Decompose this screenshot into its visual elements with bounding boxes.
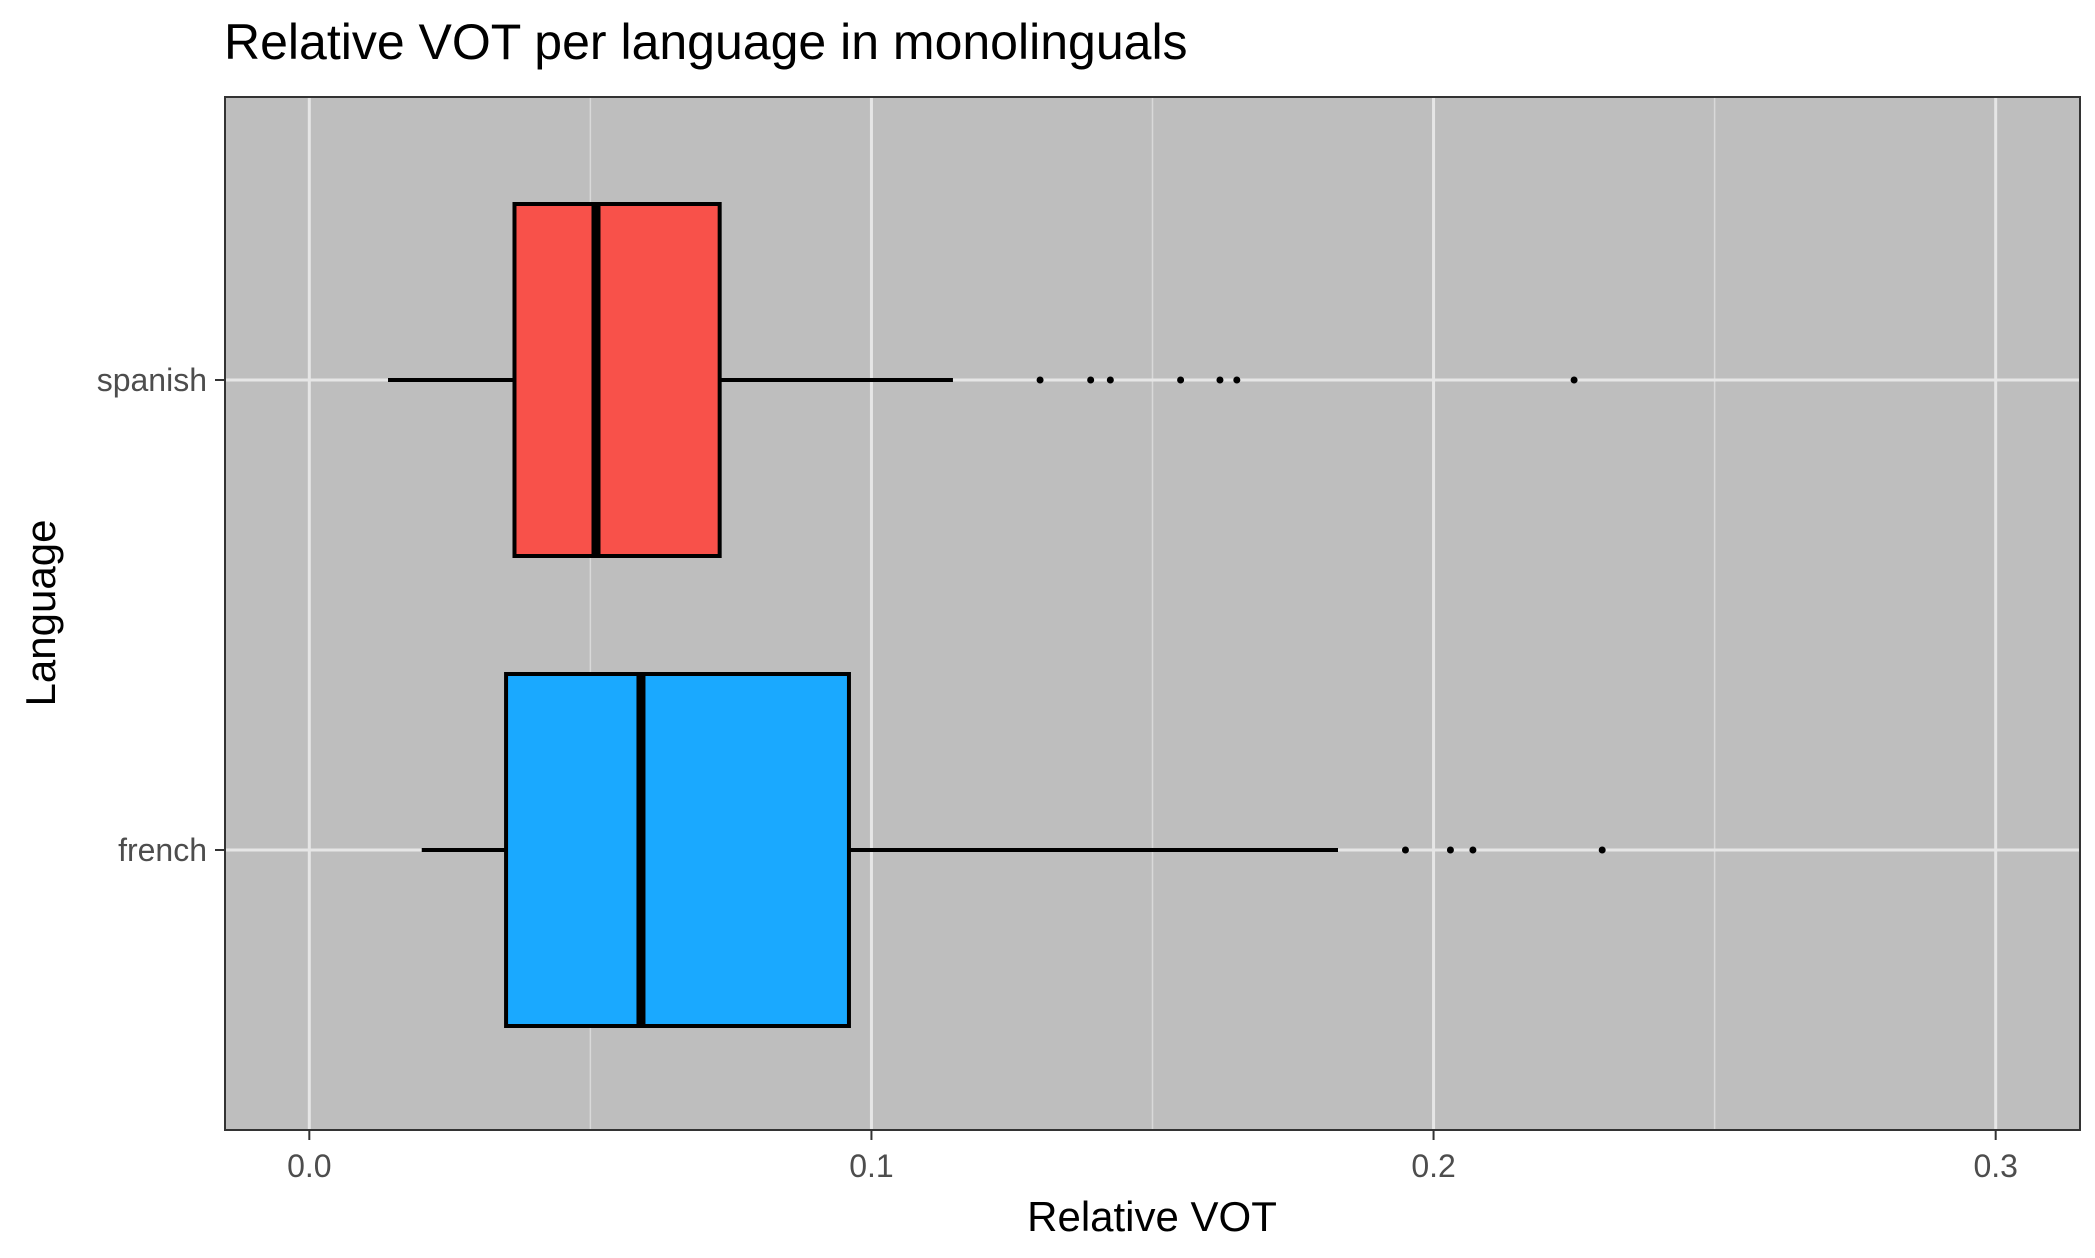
- outlier-french-3: [1598, 846, 1606, 854]
- outlier-spanish-6: [1570, 376, 1578, 384]
- box-spanish: [388, 202, 1578, 558]
- x-tick-label-2: 0.2: [1411, 1148, 1455, 1184]
- iqr-box-french: [504, 672, 851, 1028]
- x-tick-label-3: 0.3: [1973, 1148, 2017, 1184]
- x-axis-title: Relative VOT: [1027, 1193, 1277, 1240]
- box-french: [421, 672, 1606, 1028]
- y-tick-label-french: french: [118, 832, 207, 868]
- outlier-spanish-1: [1087, 376, 1095, 384]
- outlier-french-2: [1469, 846, 1477, 854]
- plot-panel-border: [224, 96, 2081, 1131]
- outlier-spanish-5: [1233, 376, 1241, 384]
- y-tick-label-spanish: spanish: [97, 362, 207, 398]
- x-tick-label-1: 0.1: [849, 1148, 893, 1184]
- x-axis: 0.0 0.1 0.2 0.3: [287, 1130, 2018, 1184]
- outlier-french-0: [1401, 846, 1409, 854]
- outlier-spanish-0: [1036, 376, 1044, 384]
- outlier-spanish-2: [1106, 376, 1114, 384]
- y-axis: spanish french: [97, 362, 225, 868]
- outlier-french-1: [1446, 846, 1454, 854]
- chart-title: Relative VOT per language in monolingual…: [224, 14, 1188, 70]
- outlier-spanish-4: [1216, 376, 1224, 384]
- outlier-spanish-3: [1177, 376, 1185, 384]
- y-axis-title: Language: [17, 520, 64, 707]
- iqr-box-spanish: [512, 202, 722, 558]
- x-tick-label-0: 0.0: [287, 1148, 331, 1184]
- box-layer: [388, 202, 1606, 1028]
